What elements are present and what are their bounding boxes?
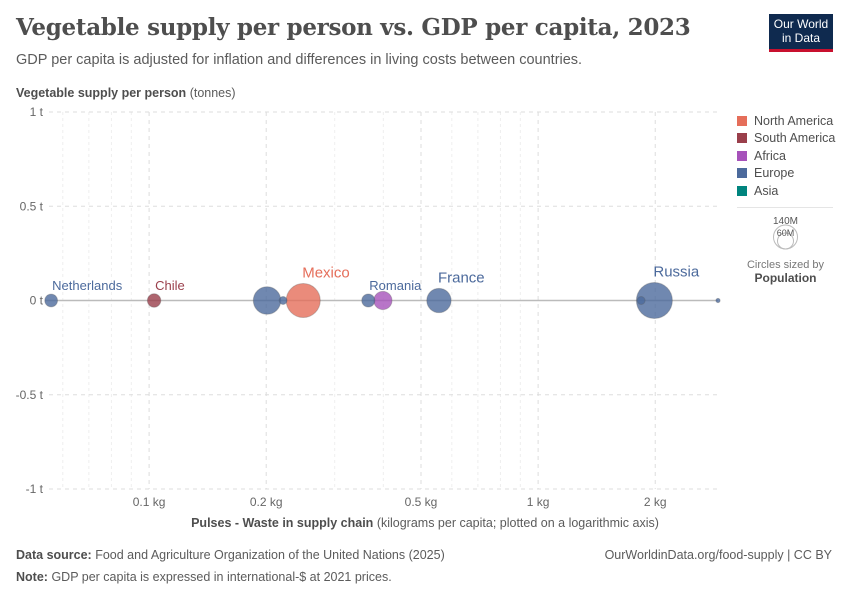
x-tick-label: 2 kg (644, 495, 667, 509)
data-point[interactable] (146, 293, 162, 308)
chart-title: Vegetable supply per person vs. GDP per … (16, 14, 691, 41)
legend-item-asia[interactable]: Asia (737, 182, 835, 200)
y-tick-label: -1 t (26, 482, 44, 496)
note-label: Note: (16, 570, 48, 584)
swatch (737, 150, 747, 161)
data-point[interactable] (635, 282, 673, 319)
x-tick-label: 1 kg (527, 495, 550, 509)
size-label-small: 60M (777, 228, 795, 238)
x-axis-unit: (kilograms per capita; plotted on a loga… (376, 516, 659, 530)
data-point[interactable] (636, 296, 646, 305)
region-legend: North America South America Africa Europ… (737, 112, 835, 200)
data-source: Data source: Food and Agriculture Organi… (16, 548, 445, 562)
legend-label: Europe (754, 166, 795, 181)
legend-item-south-america[interactable]: South America (737, 130, 835, 148)
y-tick-label: 1 t (30, 105, 44, 119)
owid-logo[interactable]: Our World in Data (769, 14, 833, 52)
point-label: Romania (369, 278, 422, 293)
legend-label: Africa (754, 148, 786, 163)
x-axis-label: Pulses - Waste in supply chain (kilogram… (0, 516, 850, 530)
point-label: Russia (653, 264, 700, 281)
point-label: France (438, 269, 485, 286)
y-axis-label: Vegetable supply per person (tonnes) (16, 86, 236, 100)
y-axis-unit: (tonnes) (189, 86, 236, 100)
data-point[interactable] (252, 286, 282, 315)
data-point[interactable] (715, 297, 721, 304)
data-point[interactable] (285, 282, 321, 319)
point-label: Netherlands (52, 278, 123, 293)
legend-label: South America (754, 131, 836, 146)
legend-divider (737, 207, 833, 208)
y-axis-label-main: Vegetable supply per person (16, 86, 187, 100)
x-tick-label: 0.2 kg (250, 495, 283, 509)
x-tick-label: 0.5 kg (405, 495, 438, 509)
swatch (737, 133, 747, 144)
note-text: GDP per capita is expressed in internati… (51, 570, 392, 584)
size-label-large: 140M (773, 216, 798, 227)
size-legend-circles: 140M 60M (773, 216, 798, 250)
y-tick-label: -0.5 t (16, 388, 44, 402)
note: Note: GDP per capita is expressed in int… (16, 570, 392, 584)
swatch (737, 168, 747, 179)
legend-item-europe[interactable]: Europe (737, 165, 835, 183)
size-legend: 140M 60M Circles sized by Population (738, 205, 833, 285)
x-axis-label-main: Pulses - Waste in supply chain (191, 516, 374, 530)
size-circle-small (777, 232, 794, 250)
data-point[interactable] (44, 293, 59, 308)
data-point[interactable] (361, 293, 376, 308)
swatch (737, 185, 747, 196)
swatch (737, 115, 747, 126)
data-point[interactable] (373, 290, 393, 311)
point-label: Mexico (302, 264, 350, 281)
x-tick-label: 0.1 kg (133, 495, 166, 509)
source-text[interactable]: Food and Agriculture Organization of the… (95, 548, 445, 562)
size-legend-caption: Circles sized by (746, 259, 825, 271)
legend-item-north-america[interactable]: North America (737, 112, 835, 130)
point-label: Chile (155, 278, 185, 293)
y-tick-label: 0 t (30, 294, 44, 308)
data-point[interactable] (278, 296, 288, 305)
source-label: Data source: (16, 548, 92, 562)
data-point[interactable] (426, 287, 452, 314)
y-tick-label: 0.5 t (20, 199, 44, 213)
legend-item-africa[interactable]: Africa (737, 147, 835, 165)
source-url[interactable]: OurWorldinData.org/food-supply | CC BY (604, 548, 832, 562)
chart-subtitle: GDP per capita is adjusted for inflation… (16, 52, 583, 68)
legend-label: Asia (754, 183, 779, 198)
size-legend-variable[interactable]: Population (754, 271, 817, 285)
legend-label: North America (754, 113, 834, 128)
